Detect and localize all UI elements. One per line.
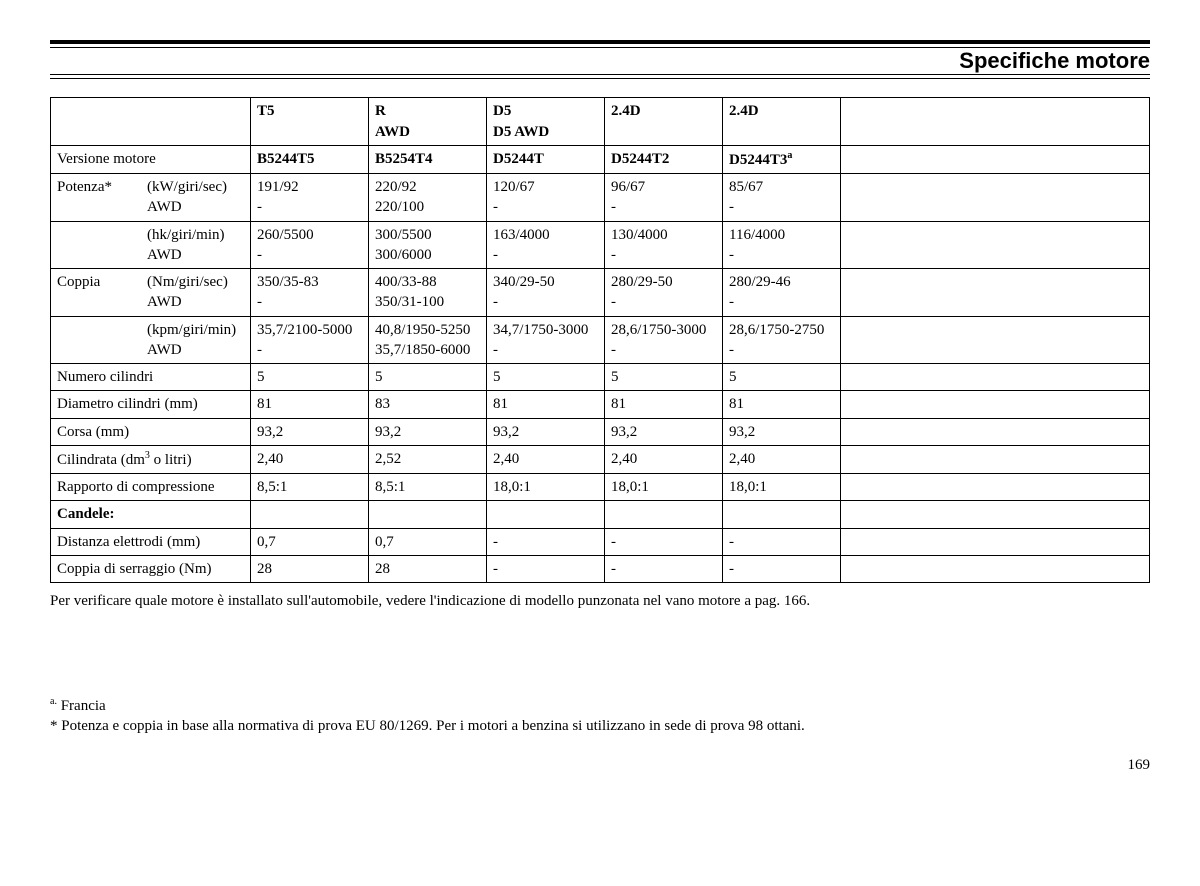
page-title: Specifiche motore [50,47,1150,75]
footnotes: a. Francia * Potenza e coppia in base al… [50,695,1150,737]
footnote-a: a. Francia [50,695,1150,716]
cilindri-row: Numero cilindri 5 5 5 5 5 [51,364,1150,391]
serraggio-row: Coppia di serraggio (Nm) 28 28 - - - [51,555,1150,582]
hdr-d5: D5D5 AWD [487,98,605,146]
coppia-nm-row: Coppia(Nm/giri/sec)AWD 350/35-83- 400/33… [51,269,1150,317]
versione-c2: B5254T4 [369,145,487,173]
candele-row: Candele: [51,501,1150,528]
versione-c4: D5244T2 [605,145,723,173]
corsa-row: Corsa (mm) 93,2 93,2 93,2 93,2 93,2 [51,418,1150,445]
header-row: T5 RAWD D5D5 AWD 2.4D 2.4D [51,98,1150,146]
versione-c1: B5244T5 [251,145,369,173]
rapporto-row: Rapporto di compressione 8,5:1 8,5:1 18,… [51,474,1150,501]
potenza-label: Potenza* [57,177,147,197]
versione-c3: D5244T [487,145,605,173]
verification-note: Per verificare quale motore è installato… [50,593,1150,610]
hdr-24d-2: 2.4D [723,98,841,146]
distanza-row: Distanza elettrodi (mm) 0,7 0,7 - - - [51,528,1150,555]
diametro-row: Diametro cilindri (mm) 81 83 81 81 81 [51,391,1150,418]
cilindrata-row: Cilindrata (dm3 o litri) 2,40 2,52 2,40 … [51,445,1150,473]
title-rule-outer: Specifiche motore [50,40,1150,79]
versione-row: Versione motore B5244T5 B5254T4 D5244T D… [51,145,1150,173]
versione-c5: D5244T3a [723,145,841,173]
versione-label: Versione motore [51,145,251,173]
page-number: 169 [50,757,1150,774]
potenza-hk-row: (hk/giri/min)AWD 260/5500- 300/5500300/6… [51,221,1150,269]
spec-table: T5 RAWD D5D5 AWD 2.4D 2.4D Versione moto… [50,97,1150,583]
content-area: T5 RAWD D5D5 AWD 2.4D 2.4D Versione moto… [50,97,1150,773]
hdr-t5: T5 [251,98,369,146]
footnote-star: * Potenza e coppia in base alla normativ… [50,716,1150,736]
coppia-label: Coppia [57,272,147,292]
hdr-r: RAWD [369,98,487,146]
hdr-24d-1: 2.4D [605,98,723,146]
potenza-kw-row: Potenza*(kW/giri/sec)AWD 191/92- 220/922… [51,174,1150,222]
coppia-kpm-row: (kpm/giri/min)AWD 35,7/2100-5000- 40,8/1… [51,316,1150,364]
